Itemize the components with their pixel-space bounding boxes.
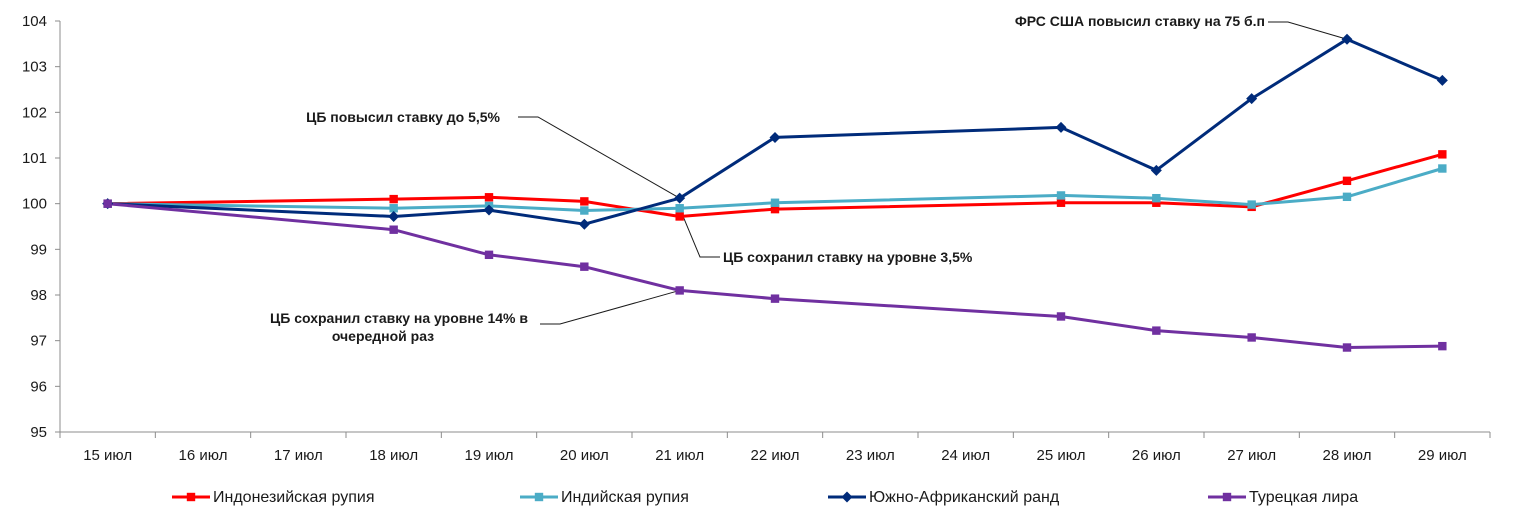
- y-tick-label: 104: [22, 13, 47, 30]
- y-tick-label: 95: [30, 424, 47, 441]
- series-1-marker: [484, 193, 494, 202]
- x-tick-label: 25 июл: [1037, 447, 1086, 464]
- legend-label: Индонезийская рупия: [213, 489, 375, 506]
- legend-swatch-marker: [1222, 492, 1232, 502]
- series-2-marker: [1056, 191, 1066, 200]
- series-3-marker: [1055, 121, 1067, 133]
- series-1-marker: [1342, 176, 1352, 186]
- annotation-leader: [679, 208, 720, 258]
- series-3-marker: [1150, 164, 1162, 176]
- series-4-marker: [580, 262, 589, 271]
- x-tick-label: 17 июл: [274, 447, 323, 464]
- x-tick-label: 24 июл: [941, 447, 990, 464]
- x-tick-label: 18 июл: [369, 447, 418, 464]
- x-tick-label: 19 июл: [465, 447, 514, 464]
- annotation-text: ЦБ повысил ставку до 5,5%: [306, 109, 500, 125]
- series-1-marker: [1056, 198, 1066, 207]
- x-tick-label: 20 июл: [560, 447, 609, 464]
- series-2-marker: [1342, 192, 1352, 202]
- legend-swatch-marker: [186, 492, 196, 502]
- y-tick-label: 96: [30, 378, 47, 395]
- series-1-marker: [1438, 150, 1447, 159]
- annotation-text: ЦБ сохранил ставку на уровне 3,5%: [723, 249, 973, 265]
- y-tick-label: 102: [22, 104, 47, 121]
- series-3-marker: [674, 192, 686, 204]
- series-1-marker: [675, 212, 684, 221]
- legend-label: Турецкая лира: [1249, 489, 1358, 506]
- legend-label: Индийская рупия: [561, 489, 689, 506]
- series-line-3: [107, 37, 1443, 226]
- series-1-marker: [580, 197, 589, 206]
- series-3-marker: [1246, 93, 1258, 105]
- series-3-marker: [578, 218, 590, 230]
- legend-swatch-marker: [534, 492, 544, 502]
- series-4-marker: [1342, 343, 1352, 352]
- series-2-marker: [389, 204, 398, 213]
- series-4-marker: [1247, 333, 1256, 342]
- x-tick-label: 15 июл: [83, 447, 132, 464]
- x-tick-label: 28 июл: [1323, 447, 1372, 464]
- annotation-text: очередной раз: [332, 328, 434, 344]
- annotation-leader: [540, 289, 680, 325]
- series-3-marker: [1341, 33, 1353, 45]
- x-tick-label: 29 июл: [1418, 447, 1467, 464]
- series-4-marker: [770, 294, 780, 303]
- legend-label: Южно-Африканский ранд: [869, 489, 1060, 506]
- series-1-marker: [1152, 198, 1161, 207]
- y-tick-label: 101: [22, 150, 47, 167]
- y-tick-label: 99: [30, 241, 47, 258]
- series-1-marker: [389, 194, 398, 204]
- annotation-text: ФРС США повысил ставку на 75 б.п: [1015, 13, 1265, 29]
- y-tick-label: 98: [30, 287, 47, 304]
- y-tick-label: 97: [30, 333, 47, 350]
- series-2-marker: [675, 204, 684, 213]
- series-1-marker: [770, 204, 780, 214]
- y-tick-label: 103: [22, 59, 47, 76]
- x-tick-label: 16 июл: [179, 447, 228, 464]
- legend-swatch-marker: [841, 491, 853, 503]
- series-4-marker: [1056, 312, 1066, 321]
- x-tick-label: 23 июл: [846, 447, 895, 464]
- series-4-marker: [1152, 326, 1161, 335]
- series-4-marker: [675, 286, 684, 295]
- annotation-text: ЦБ сохранил ставку на уровне 14% в: [270, 310, 528, 326]
- annotation-leader: [1268, 21, 1348, 40]
- series-2-marker: [770, 198, 780, 207]
- series-2-marker: [580, 206, 589, 215]
- series-4-marker: [389, 225, 398, 234]
- series-2-marker: [1152, 193, 1161, 203]
- annotation-leader: [518, 116, 680, 199]
- series-3-marker: [769, 131, 781, 143]
- y-tick-label: 100: [22, 196, 47, 213]
- series-2-marker: [1247, 200, 1256, 209]
- series-2-marker: [1438, 164, 1447, 173]
- x-tick-label: 21 июл: [655, 447, 704, 464]
- x-tick-label: 26 июл: [1132, 447, 1181, 464]
- series-4-marker: [1438, 341, 1447, 351]
- series-3-marker: [388, 210, 400, 222]
- series-4-marker: [103, 199, 112, 208]
- x-tick-label: 27 июл: [1227, 447, 1276, 464]
- series-3-marker: [483, 204, 495, 216]
- series-3-marker: [1436, 74, 1448, 86]
- series-4-marker: [484, 250, 494, 260]
- x-tick-label: 22 июл: [751, 447, 800, 464]
